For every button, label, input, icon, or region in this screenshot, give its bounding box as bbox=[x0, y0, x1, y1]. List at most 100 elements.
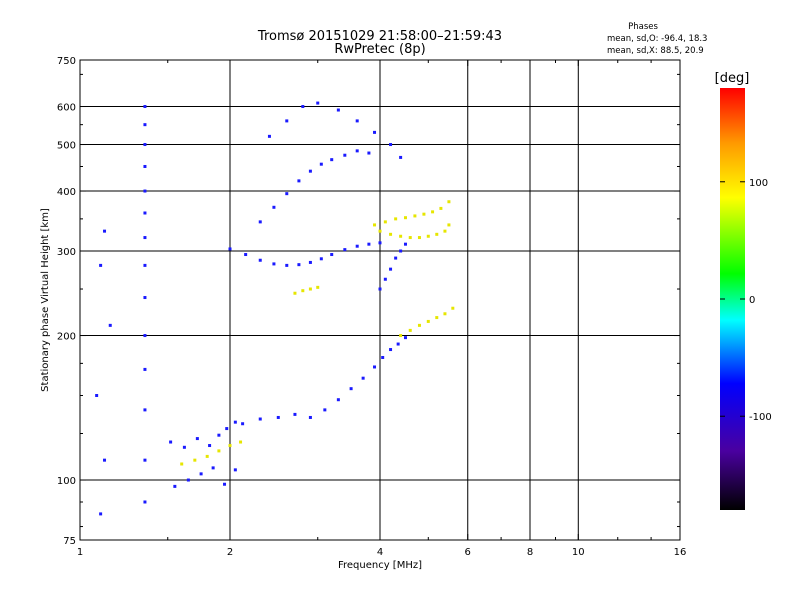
echo-point-o bbox=[186, 478, 190, 482]
echo-point-o bbox=[143, 500, 147, 504]
echo-point-x bbox=[408, 236, 412, 240]
echo-point-x bbox=[403, 216, 407, 220]
echo-point-o bbox=[336, 108, 340, 112]
echo-point-o bbox=[143, 164, 147, 168]
echo-point-o bbox=[308, 415, 312, 419]
echo-point-o bbox=[143, 296, 147, 300]
echo-point-o bbox=[316, 101, 320, 105]
echo-point-o bbox=[211, 466, 215, 470]
x-axis-label: Frequency [MHz] bbox=[338, 560, 422, 571]
echo-point-o bbox=[208, 444, 212, 448]
echo-point-o bbox=[199, 472, 203, 476]
echo-point-o bbox=[319, 257, 323, 261]
echo-point-x bbox=[435, 316, 439, 320]
echo-point-o bbox=[276, 415, 280, 419]
echo-point-x bbox=[293, 291, 297, 295]
echo-point-o bbox=[103, 458, 107, 462]
grid-lines bbox=[80, 60, 680, 540]
echo-point-o bbox=[143, 367, 147, 371]
echo-point-o bbox=[389, 348, 393, 352]
echo-point-x bbox=[447, 200, 451, 204]
echo-point-x bbox=[417, 236, 421, 240]
axis-ticks bbox=[79, 59, 681, 541]
echo-point-o bbox=[258, 417, 262, 421]
echo-point-o bbox=[389, 143, 393, 147]
echo-point-o bbox=[223, 482, 227, 486]
echo-point-o bbox=[228, 247, 232, 251]
echo-point-o bbox=[330, 253, 334, 257]
colorbar-label: [deg] bbox=[715, 71, 750, 86]
echo-point-o bbox=[272, 262, 276, 266]
y-tick-label: 100 bbox=[57, 476, 76, 487]
echo-point-o bbox=[285, 192, 289, 196]
echo-point-o bbox=[383, 277, 387, 281]
chart-title: Tromsø 20151029 21:58:00–21:59:43 bbox=[257, 29, 502, 44]
echo-point-o bbox=[272, 205, 276, 209]
x-tick-label: 8 bbox=[527, 547, 533, 558]
echo-point-o bbox=[285, 263, 289, 267]
echo-point-x bbox=[308, 287, 312, 291]
echo-points bbox=[95, 101, 455, 516]
echo-point-o bbox=[143, 236, 147, 240]
echo-point-o bbox=[143, 334, 147, 338]
phase-header-o: mean, sd,O: -96.4, 18.3 bbox=[607, 34, 707, 44]
echo-point-o bbox=[394, 256, 398, 260]
echo-point-o bbox=[396, 342, 400, 346]
echo-point-x bbox=[422, 212, 426, 216]
echo-point-o bbox=[143, 458, 147, 462]
x-tick-label: 2 bbox=[227, 547, 233, 558]
echo-point-x bbox=[301, 289, 305, 293]
echo-point-o bbox=[258, 258, 262, 262]
phase-header-x: mean, sd,X: 88.5, 20.9 bbox=[607, 46, 704, 56]
echo-point-o bbox=[308, 260, 312, 264]
echo-point-o bbox=[244, 253, 248, 257]
y-tick-label: 300 bbox=[57, 247, 76, 258]
y-tick-label: 500 bbox=[57, 141, 76, 152]
y-tick-label: 400 bbox=[57, 187, 76, 198]
phase-statistics: Phases mean, sd,O: -96.4, 18.3 mean, sd,… bbox=[607, 22, 707, 56]
echo-point-x bbox=[413, 214, 417, 218]
echo-point-x bbox=[399, 334, 403, 338]
echo-point-x bbox=[205, 454, 209, 458]
echo-point-o bbox=[361, 376, 365, 380]
x-tick-labels: 1 2 4 6 8 10 16 bbox=[77, 547, 687, 558]
echo-point-o bbox=[378, 241, 382, 245]
y-tick-label: 75 bbox=[63, 536, 76, 547]
echo-point-o bbox=[297, 179, 301, 183]
echo-point-x bbox=[394, 217, 398, 221]
echo-point-o bbox=[319, 162, 323, 166]
echo-point-o bbox=[399, 155, 403, 159]
echo-point-x bbox=[431, 210, 435, 214]
x-tick-label: 1 bbox=[77, 547, 83, 558]
echo-point-x bbox=[417, 323, 421, 327]
echo-point-o bbox=[403, 242, 407, 246]
echo-point-o bbox=[373, 130, 377, 134]
echo-point-o bbox=[143, 189, 147, 193]
echo-point-o bbox=[297, 263, 301, 267]
echo-point-x bbox=[399, 234, 403, 238]
echo-point-o bbox=[378, 287, 382, 291]
echo-point-x bbox=[443, 229, 447, 233]
echo-point-o bbox=[355, 244, 359, 248]
y-tick-label: 200 bbox=[57, 332, 76, 343]
echo-point-o bbox=[399, 249, 403, 253]
echo-point-x bbox=[193, 458, 197, 462]
echo-point-o bbox=[99, 512, 103, 516]
echo-point-o bbox=[389, 267, 393, 271]
echo-point-o bbox=[258, 220, 262, 224]
y-tick-label: 750 bbox=[57, 56, 76, 67]
echo-point-x bbox=[378, 229, 382, 233]
echo-point-o bbox=[182, 445, 186, 449]
echo-point-x bbox=[383, 220, 387, 224]
echo-point-x bbox=[180, 462, 184, 466]
y-tick-labels: 75 100 200 300 400 500 600 750 bbox=[57, 56, 76, 547]
echo-point-o bbox=[403, 336, 407, 340]
echo-point-x bbox=[435, 232, 439, 236]
echo-point-o bbox=[323, 408, 327, 412]
echo-point-o bbox=[195, 437, 199, 441]
echo-point-o bbox=[241, 422, 245, 426]
echo-point-o bbox=[143, 123, 147, 127]
echo-point-o bbox=[108, 323, 112, 327]
x-tick-label: 16 bbox=[674, 547, 687, 558]
